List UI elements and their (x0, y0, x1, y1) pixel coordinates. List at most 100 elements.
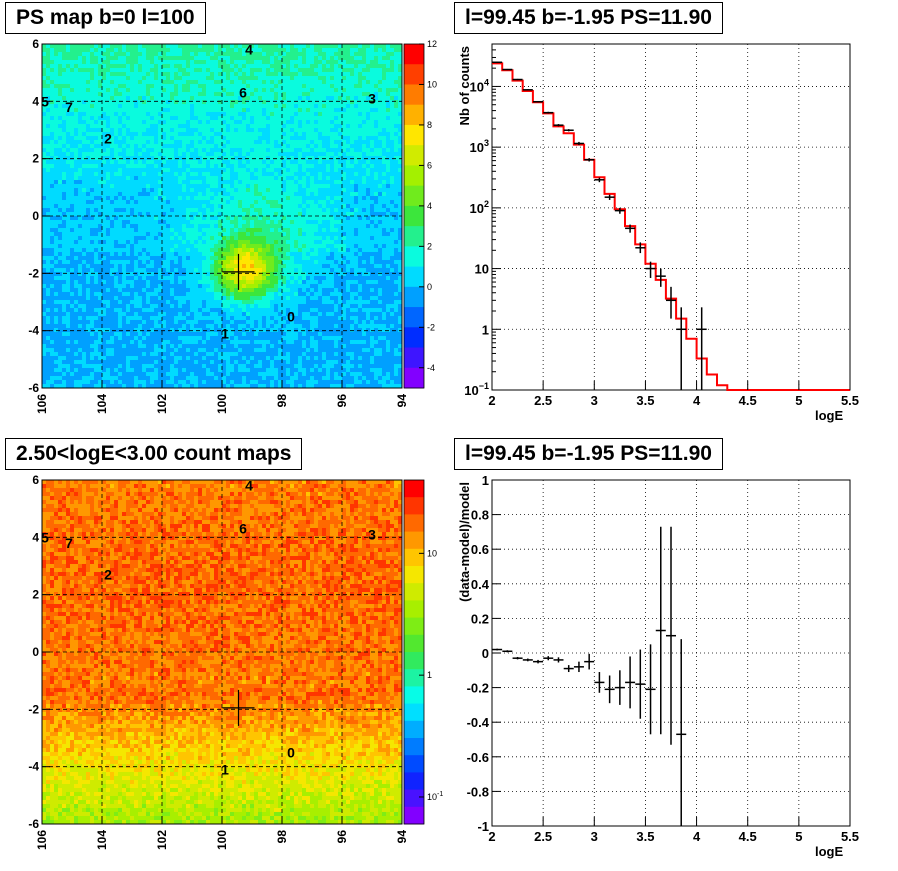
colorbar-bin (404, 669, 424, 687)
heatmap-cells (42, 480, 403, 825)
colorbar-bin (404, 514, 424, 533)
y-tick-label: 6 (32, 473, 39, 487)
ps-map-title: PS map b=0 l=100 (5, 2, 206, 34)
colorbar-bin (404, 124, 424, 146)
colorbar-bin (404, 367, 424, 389)
x-tick-label: 2.5 (534, 829, 552, 844)
x-tick-label: 102 (155, 394, 169, 414)
residual-title: l=99.45 b=-1.95 PS=11.90 (454, 438, 723, 470)
source-label: 6 (239, 521, 247, 537)
y-tick-label: -0.6 (467, 750, 489, 765)
colorbar-bin (404, 347, 424, 369)
x-tick-label: 2.5 (534, 393, 552, 408)
source-label: 1 (221, 326, 229, 342)
colorbar-bin (404, 789, 424, 808)
x-axis-label: logE (815, 408, 843, 423)
colorbar-bin (404, 480, 424, 498)
x-tick-label: 3.5 (636, 393, 654, 408)
y-tick-label: 10 (475, 262, 489, 277)
model-histogram (492, 62, 850, 391)
colorbar-bin (404, 634, 424, 653)
x-tick-label: 4 (693, 829, 701, 844)
heatmap-cells (42, 44, 403, 389)
plot-frame (491, 43, 851, 391)
colorbar-bin (404, 104, 424, 126)
x-tick-label: 106 (35, 394, 49, 414)
y-tick-label: 2 (32, 152, 39, 166)
x-tick-label: 106 (35, 830, 49, 850)
colorbar-bin (404, 246, 424, 268)
colorbar-bin (404, 617, 424, 636)
y-tick-label: -0.2 (467, 681, 489, 696)
y-tick-label: 0.2 (471, 611, 489, 626)
colorbar-bin (404, 226, 424, 247)
y-tick-label: 102 (470, 199, 489, 216)
count-map-panel: 106 104 102 100 98 96 94 6 4 2 0 -2 -4 -6 4 5 7 6 3 2 0 1 10 1 1… (0, 436, 449, 871)
x-tick-label: 104 (95, 830, 109, 850)
x-tick-label: 5.5 (841, 393, 859, 408)
colorbar-tick-label: 10 (427, 79, 437, 89)
x-tick-label: 4.5 (739, 829, 757, 844)
x-tick-label: 94 (395, 830, 409, 844)
residual-panel: 2 2.5 3 3.5 4 4.5 5 5.5 1 0.8 0.6 0.4 0.2 0 -0.2 -0.4 -0… (449, 436, 898, 871)
y-tick-label: -0.8 (467, 784, 489, 799)
x-tick-label: 2 (488, 393, 495, 408)
y-tick-label: 2 (32, 588, 39, 602)
colorbar-tick-label: 0 (427, 282, 432, 292)
y-tick-label: 10−1 (464, 381, 489, 398)
colorbar-bin (404, 307, 424, 328)
y-tick-label: -6 (28, 381, 39, 395)
spectrum-panel: 2 2.5 3 3.5 4 4.5 5 5.5 104 103 102 10 1 10−1 logE Nb o… (449, 0, 898, 435)
colorbar-bin (404, 327, 424, 349)
x-tick-label: 104 (95, 394, 109, 414)
x-tick-label: 3 (591, 829, 598, 844)
y-tick-label: 1 (482, 473, 489, 488)
y-tick-label: 104 (470, 77, 489, 94)
x-tick-label: 96 (335, 830, 349, 844)
y-tick-label: 103 (470, 138, 489, 155)
colorbar-bin (404, 583, 424, 601)
colorbar-bin (404, 145, 424, 166)
y-tick-label: -1 (477, 819, 489, 834)
source-label: 7 (65, 535, 73, 551)
source-label: 3 (368, 90, 376, 106)
colorbar-bin (404, 531, 424, 550)
x-axis-label: logE (815, 844, 843, 859)
source-label: 5 (41, 529, 49, 545)
x-tick-label: 94 (395, 394, 409, 408)
colorbar-tick-label: 1 (427, 670, 432, 680)
y-tick-label: -2 (28, 702, 39, 716)
y-tick-label: -4 (28, 324, 39, 338)
colorbar-bin (404, 806, 424, 825)
colorbar-bin (404, 64, 424, 85)
y-tick-label: 1 (482, 322, 489, 337)
count-map-title: 2.50<logE<3.00 count maps (5, 438, 303, 470)
x-tick-label: 98 (275, 394, 289, 408)
y-tick-label: 4 (32, 94, 39, 108)
colorbar-bin (404, 755, 424, 773)
colorbar-bin (404, 548, 424, 567)
colorbar-bin (404, 686, 424, 705)
source-label: 4 (245, 42, 253, 58)
x-tick-label: 4 (693, 393, 701, 408)
y-tick-label: -6 (28, 817, 39, 831)
y-tick-label: 0.6 (471, 542, 489, 557)
x-tick-label: 3.5 (636, 829, 654, 844)
y-tick-label: 0 (32, 645, 39, 659)
x-tick-label: 102 (155, 830, 169, 850)
x-tick-label: 4.5 (739, 393, 757, 408)
x-tick-label: 100 (215, 394, 229, 414)
y-axis-label: Nb of counts (457, 46, 472, 125)
source-label: 0 (287, 308, 295, 324)
colorbar-bin (404, 720, 424, 739)
source-label: 3 (368, 526, 376, 542)
colorbar-tick-label: 4 (427, 201, 432, 211)
y-axis-label: (data-model)/model (457, 482, 472, 602)
colorbar-bin (404, 566, 424, 584)
x-tick-label: 3 (591, 393, 598, 408)
colorbar-tick-label: 8 (427, 120, 432, 130)
source-label: 2 (104, 131, 112, 147)
colorbar-bin (404, 738, 424, 756)
